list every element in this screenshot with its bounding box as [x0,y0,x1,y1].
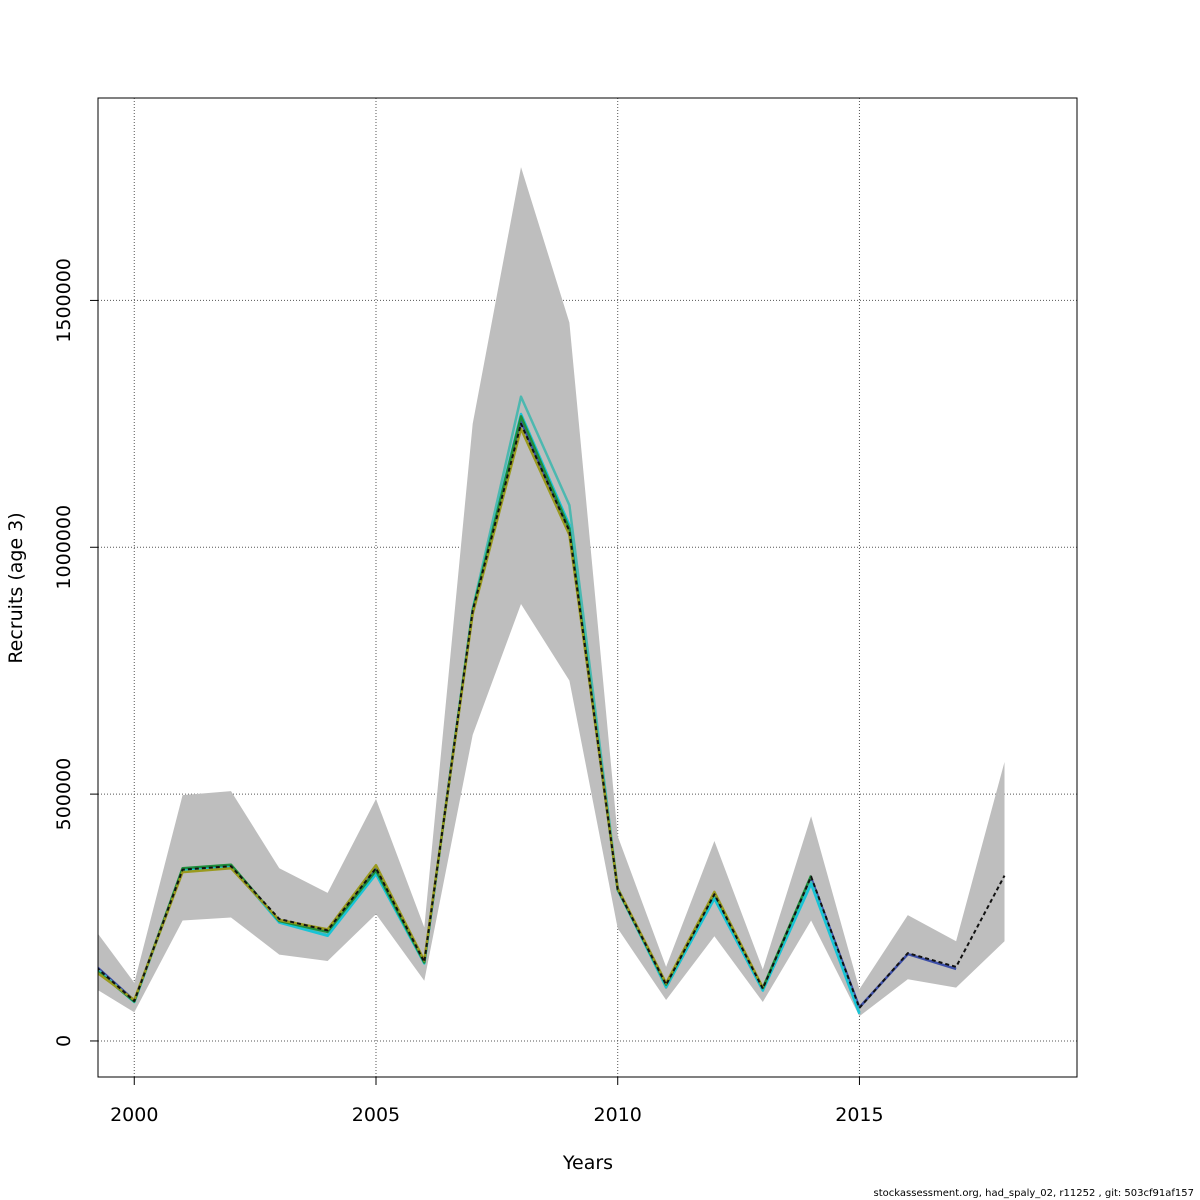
x-tick-label: 2015 [835,1104,883,1126]
footer-credit: stockassessment.org, had_spaly_02, r1125… [873,1188,1194,1199]
y-tick-label: 500000 [53,758,75,831]
confidence-band-area [98,167,1005,1017]
y-axis-title: Recruits (age 3) [5,512,27,663]
x-axis-title: Years [562,1152,613,1174]
axis-ticks: 2000 2005 2010 2015 0 500000 1000000 1500000 [53,258,884,1126]
y-tick-label: 1000000 [53,505,75,590]
x-tick-label: 2010 [594,1104,642,1126]
y-tick-label: 0 [53,1035,75,1047]
series-line-6 [98,422,1006,1009]
x-tick-label: 2005 [352,1104,400,1126]
plot-frame [97,97,1078,1078]
series-lines [98,395,1006,1015]
x-tick-label: 2000 [110,1104,158,1126]
confidence-band [98,167,1005,1017]
y-tick-label: 1500000 [53,258,75,343]
